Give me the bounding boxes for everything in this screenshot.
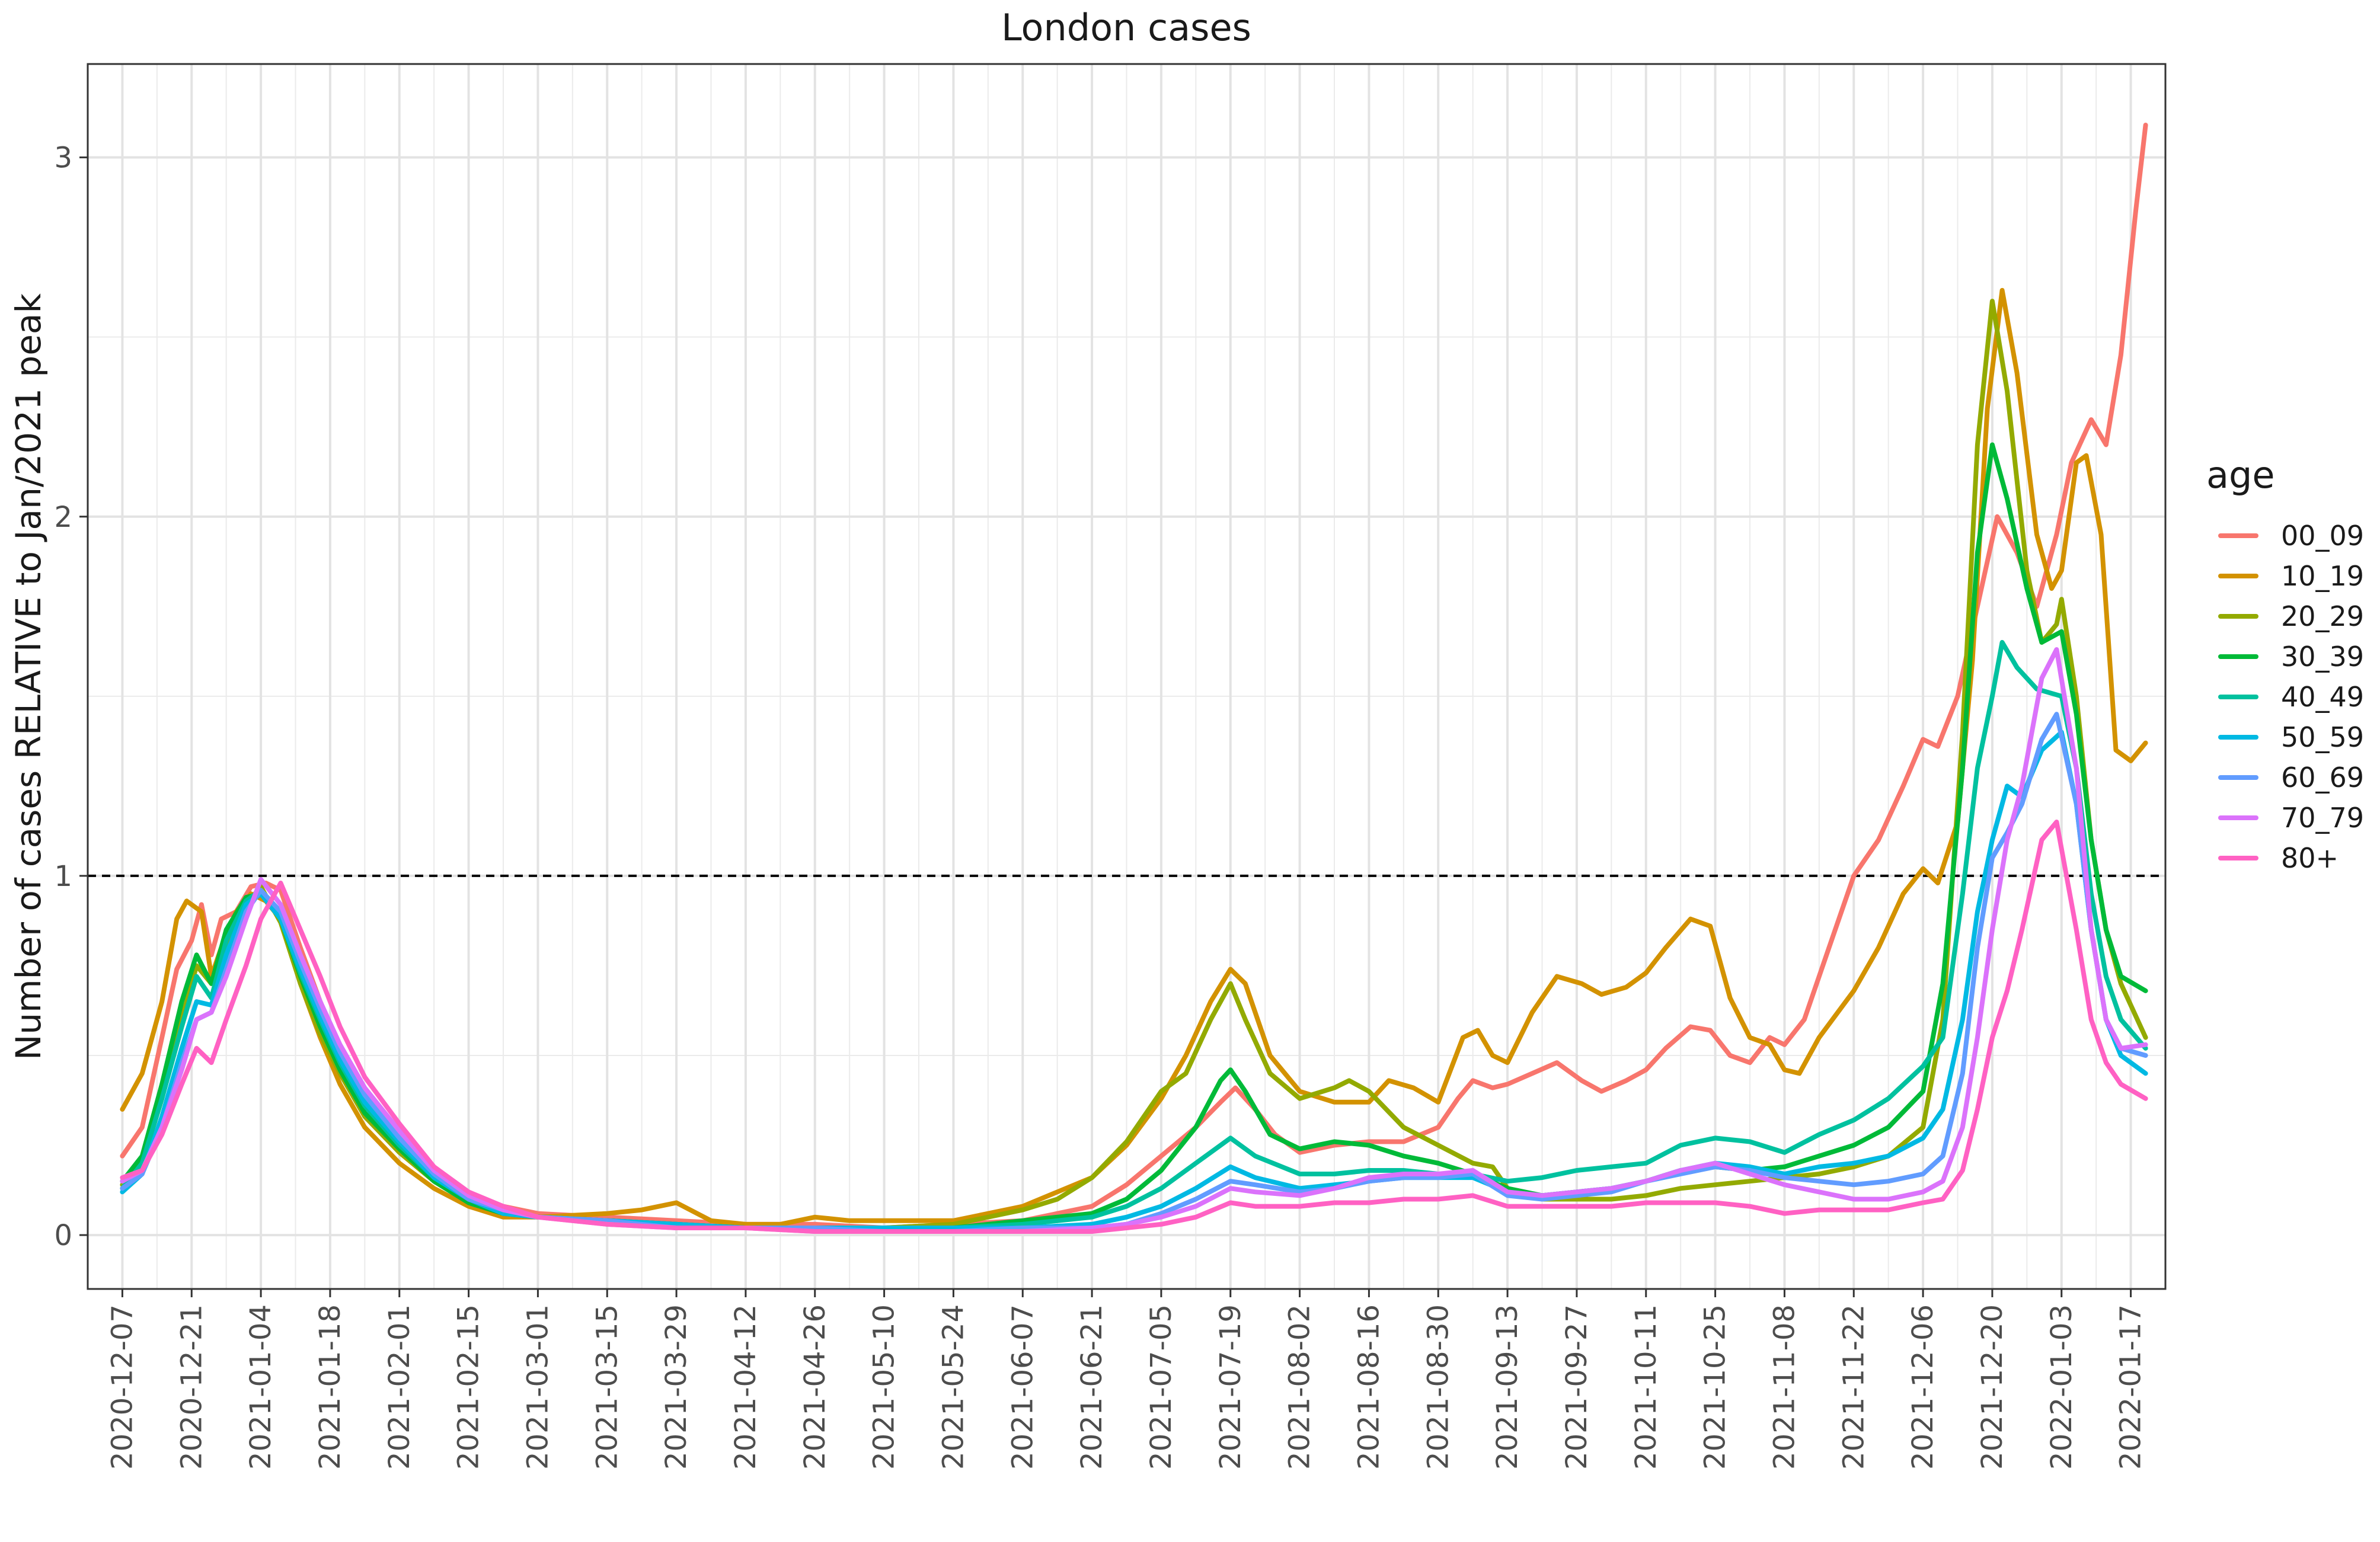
y-tick-label: 0 xyxy=(54,1219,72,1252)
legend-label-80plus: 80+ xyxy=(2281,842,2339,874)
x-tick-label: 2021-01-04 xyxy=(244,1304,277,1470)
x-tick-label: 2022-01-03 xyxy=(2045,1304,2078,1470)
x-tick-label: 2021-03-15 xyxy=(590,1304,624,1470)
y-tick-label: 3 xyxy=(54,142,72,175)
x-axis: 2020-12-07 2020-12-21 2021-01-04 2021-01-18… xyxy=(106,1289,2148,1470)
series-line-10_19 xyxy=(120,287,2148,1227)
x-tick-label: 2021-04-26 xyxy=(798,1304,832,1470)
x-tick-label: 2021-07-05 xyxy=(1145,1304,1178,1470)
series-line-50_59 xyxy=(120,730,2148,1230)
x-tick-label: 2021-03-01 xyxy=(521,1304,554,1470)
x-tick-label: 2021-05-24 xyxy=(937,1304,970,1470)
plot-panel-border xyxy=(87,63,2167,1290)
x-tick-label: 2021-07-19 xyxy=(1214,1304,1247,1470)
x-tick-label: 2021-02-01 xyxy=(383,1304,416,1470)
x-tick-label: 2020-12-21 xyxy=(175,1304,208,1470)
x-tick-label: 2021-11-08 xyxy=(1768,1304,1801,1470)
legend-label-30_39: 30_39 xyxy=(2281,641,2364,673)
legend-title: age xyxy=(2206,453,2275,497)
legend-label-60_69: 60_69 xyxy=(2281,762,2364,794)
y-axis-label: Number of cases RELATIVE to Jan/2021 pea… xyxy=(8,293,49,1061)
x-tick-label: 2021-10-25 xyxy=(1699,1304,1732,1470)
y-tick-label: 1 xyxy=(54,860,72,893)
grid-minor xyxy=(88,64,2165,1289)
grid-major xyxy=(88,64,2165,1289)
y-tick-label: 2 xyxy=(54,501,72,534)
legend-label-10_19: 10_19 xyxy=(2281,560,2364,592)
legend: age 00_09 10_19 20_29 30_39 40_49 50_59 60_69 7… xyxy=(2206,453,2364,874)
x-tick-label: 2021-09-27 xyxy=(1560,1304,1593,1470)
legend-label-70_79: 70_79 xyxy=(2281,802,2364,834)
x-tick-label: 2022-01-17 xyxy=(2114,1304,2148,1470)
x-tick-label: 2021-11-22 xyxy=(1837,1304,1870,1470)
chart-title: London cases xyxy=(1001,6,1251,49)
y-axis: 0 1 2 3 xyxy=(54,142,88,1252)
x-tick-label: 2021-08-16 xyxy=(1352,1304,1385,1470)
x-tick-label: 2021-12-20 xyxy=(1976,1304,2009,1470)
legend-label-00_09: 00_09 xyxy=(2281,520,2364,552)
x-tick-label: 2021-04-12 xyxy=(729,1304,762,1470)
x-tick-label: 2021-06-21 xyxy=(1075,1304,1108,1470)
x-tick-label: 2021-10-11 xyxy=(1630,1304,1663,1470)
series-line-60_69 xyxy=(120,712,2148,1234)
x-tick-label: 2021-05-10 xyxy=(868,1304,901,1470)
x-tick-label: 2021-06-07 xyxy=(1006,1304,1039,1470)
x-tick-label: 2021-01-18 xyxy=(314,1304,347,1470)
x-tick-label: 2021-08-30 xyxy=(1421,1304,1455,1470)
series-line-70_79 xyxy=(120,647,2148,1234)
legend-label-50_59: 50_59 xyxy=(2281,721,2364,753)
x-tick-label: 2021-03-29 xyxy=(660,1304,693,1470)
series-group xyxy=(120,123,2148,1234)
x-tick-label: 2021-12-06 xyxy=(1906,1304,1940,1470)
series-line-80plus xyxy=(120,820,2148,1234)
legend-label-20_29: 20_29 xyxy=(2281,600,2364,632)
legend-label-40_49: 40_49 xyxy=(2281,681,2364,713)
x-tick-label: 2021-09-13 xyxy=(1491,1304,1524,1470)
x-tick-label: 2020-12-07 xyxy=(106,1304,139,1470)
x-tick-label: 2021-02-15 xyxy=(452,1304,485,1470)
series-line-30_39 xyxy=(120,442,2148,1230)
x-tick-label: 2021-08-02 xyxy=(1283,1304,1317,1470)
